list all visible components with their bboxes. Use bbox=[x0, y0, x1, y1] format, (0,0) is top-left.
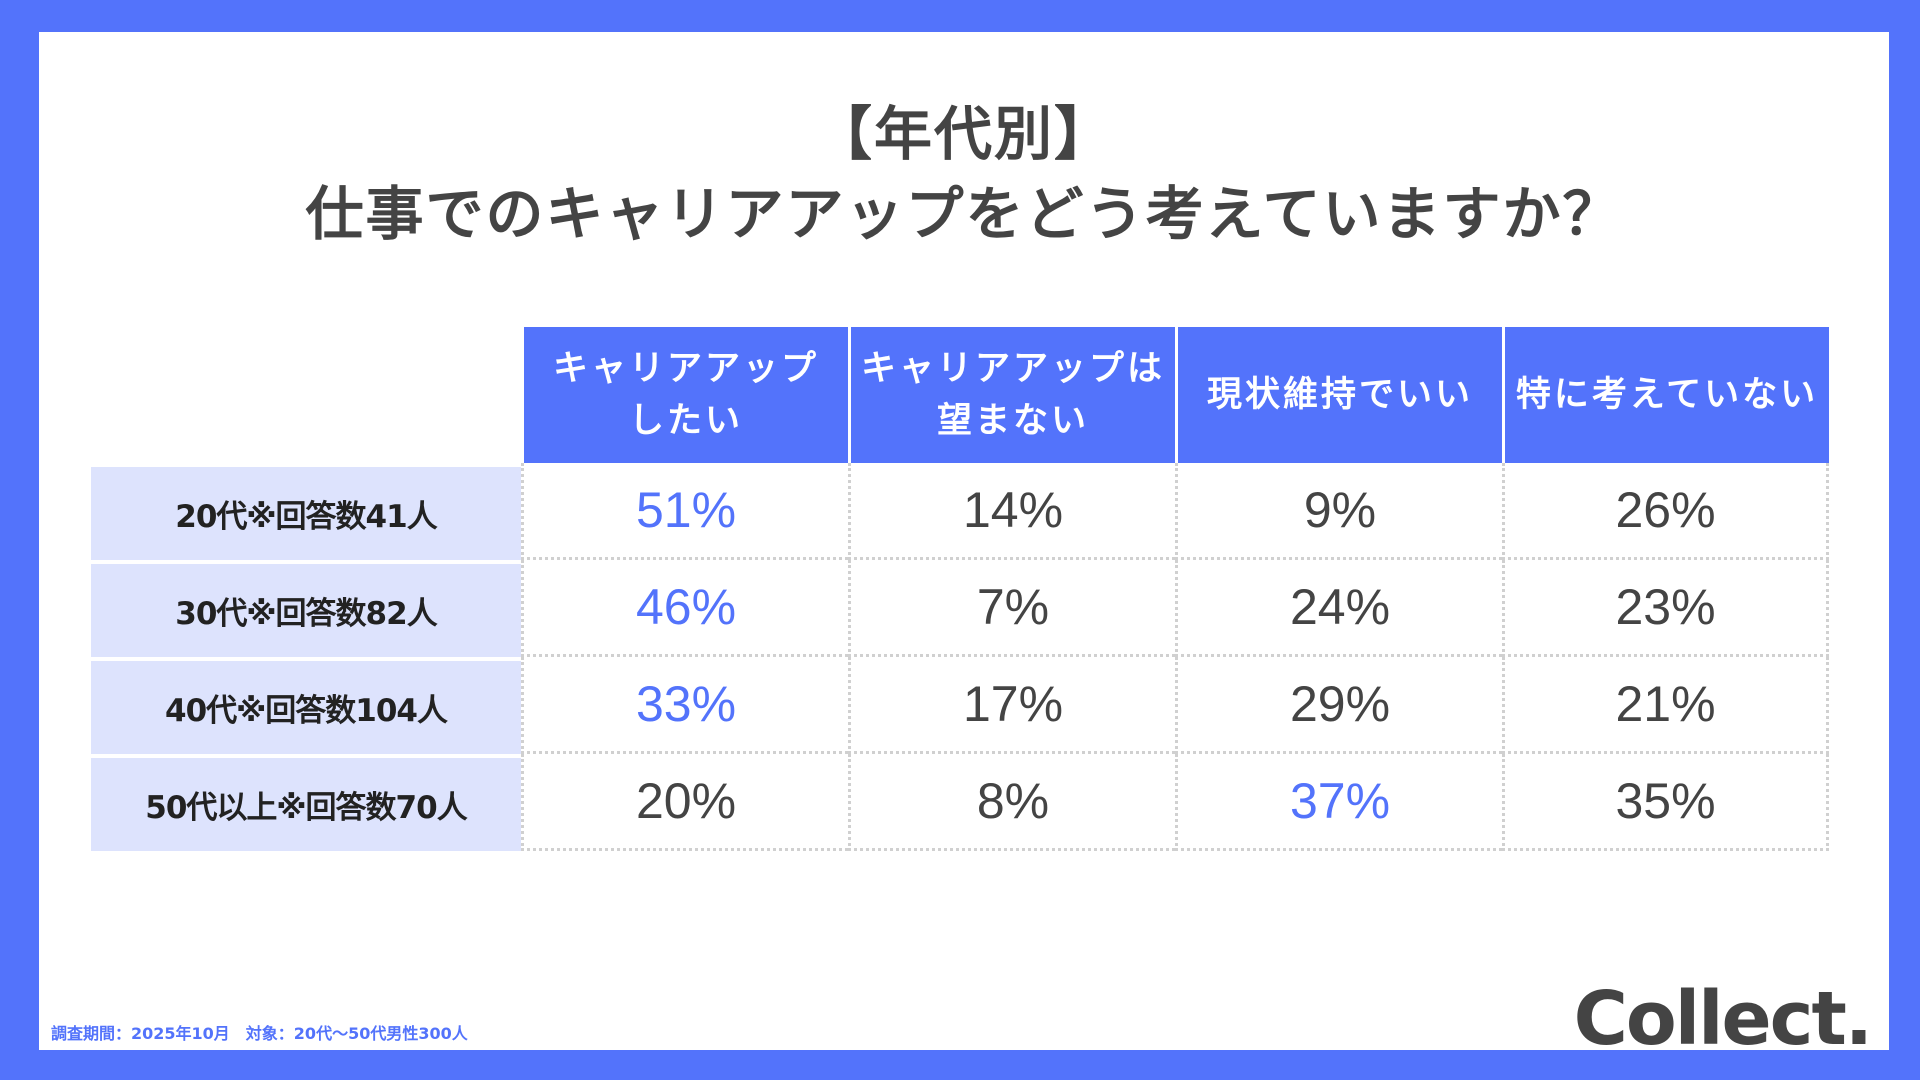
value-cell: 24% bbox=[1175, 560, 1502, 657]
table-row: 30代※回答数82人 46% 7% 24% 23% bbox=[91, 560, 1829, 657]
value-cell: 46% bbox=[521, 560, 848, 657]
value-cell: 29% bbox=[1175, 657, 1502, 754]
column-header-want-career-up: キャリアアップ したい bbox=[521, 327, 848, 463]
title-line-2: 仕事でのキャリアアップをどう考えていますか？ bbox=[305, 180, 1623, 248]
value-cell: 37% bbox=[1175, 754, 1502, 851]
column-header-not-considering: 特に考えていない bbox=[1502, 327, 1829, 463]
table-row: 40代※回答数104人 33% 17% 29% 21% bbox=[91, 657, 1829, 754]
title-line-1: 【年代別】 bbox=[813, 100, 1114, 168]
column-header-status-quo: 現状維持でいい bbox=[1175, 327, 1502, 463]
brand-logo: Collect. bbox=[1573, 976, 1873, 1062]
column-header-not-want-career-up: キャリアアップは 望まない bbox=[848, 327, 1175, 463]
table-header-row: キャリアアップ したい キャリアアップは 望まない 現状維持でいい 特に考えてい… bbox=[91, 327, 1829, 463]
survey-footnote: 調査期間：2025年10月 対象：20代〜50代男性300人 bbox=[51, 1024, 468, 1043]
row-label: 20代※回答数41人 bbox=[91, 463, 521, 560]
row-label: 50代以上※回答数70人 bbox=[91, 754, 521, 851]
value-cell: 9% bbox=[1175, 463, 1502, 560]
value-cell: 51% bbox=[521, 463, 848, 560]
table-corner bbox=[91, 327, 521, 463]
value-cell: 23% bbox=[1502, 560, 1829, 657]
results-table: キャリアアップ したい キャリアアップは 望まない 現状維持でいい 特に考えてい… bbox=[91, 327, 1829, 851]
value-cell: 20% bbox=[521, 754, 848, 851]
value-cell: 14% bbox=[848, 463, 1175, 560]
value-cell: 7% bbox=[848, 560, 1175, 657]
value-cell: 35% bbox=[1502, 754, 1829, 851]
row-label: 40代※回答数104人 bbox=[91, 657, 521, 754]
table-row: 50代以上※回答数70人 20% 8% 37% 35% bbox=[91, 754, 1829, 851]
page-title: 【年代別】 仕事でのキャリアアップをどう考えていますか？ bbox=[39, 94, 1889, 254]
value-cell: 33% bbox=[521, 657, 848, 754]
value-cell: 8% bbox=[848, 754, 1175, 851]
value-cell: 21% bbox=[1502, 657, 1829, 754]
row-label: 30代※回答数82人 bbox=[91, 560, 521, 657]
table-body: 20代※回答数41人 51% 14% 9% 26% 30代※回答数82人 46% 7% 24% 2… bbox=[91, 463, 1829, 851]
value-cell: 17% bbox=[848, 657, 1175, 754]
table-row: 20代※回答数41人 51% 14% 9% 26% bbox=[91, 463, 1829, 560]
main-panel: 【年代別】 仕事でのキャリアアップをどう考えていますか？ キャリアアップ したい… bbox=[39, 32, 1889, 1062]
value-cell: 26% bbox=[1502, 463, 1829, 560]
